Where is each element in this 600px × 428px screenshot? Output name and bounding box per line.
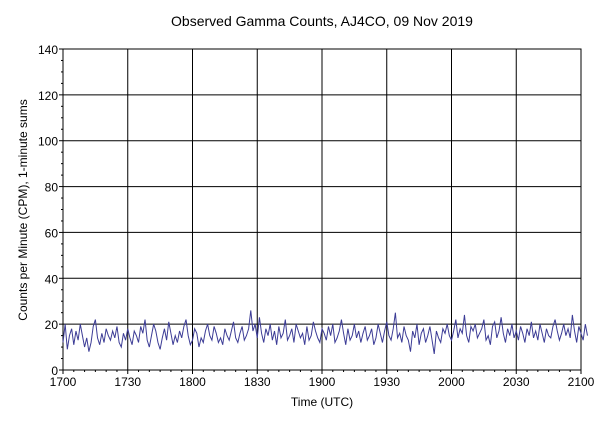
y-tick-label: 0 xyxy=(51,364,58,378)
y-tick-label: 80 xyxy=(45,181,59,195)
y-axis: 0 20 40 60 80 100 120 140 xyxy=(38,43,63,378)
x-axis: 1700 1730 1800 1830 1900 1930 2000 2030 2100 xyxy=(50,370,595,389)
y-tick-label: 120 xyxy=(38,89,58,103)
chart-title: Observed Gamma Counts, AJ4CO, 09 Nov 201… xyxy=(171,13,473,29)
x-tick-label: 1900 xyxy=(309,375,336,389)
y-axis-label: Counts per Minute (CPM), 1-minute sums xyxy=(16,99,30,320)
x-tick-label: 1730 xyxy=(114,375,141,389)
x-tick-label: 2000 xyxy=(438,375,465,389)
x-tick-label: 1700 xyxy=(50,375,77,389)
x-tick-label: 1830 xyxy=(244,375,271,389)
x-tick-label: 2100 xyxy=(568,375,595,389)
y-tick-label: 40 xyxy=(45,272,59,286)
y-tick-label: 60 xyxy=(45,226,59,240)
x-tick-label: 2030 xyxy=(503,375,530,389)
series-line xyxy=(62,310,588,355)
y-tick-label: 20 xyxy=(45,318,59,332)
x-axis-label: Time (UTC) xyxy=(291,395,353,409)
x-tick-label: 1800 xyxy=(179,375,206,389)
y-tick-label: 100 xyxy=(38,135,58,149)
y-tick-label: 140 xyxy=(38,43,58,57)
x-tick-label: 1930 xyxy=(373,375,400,389)
grid-lines xyxy=(63,49,581,370)
